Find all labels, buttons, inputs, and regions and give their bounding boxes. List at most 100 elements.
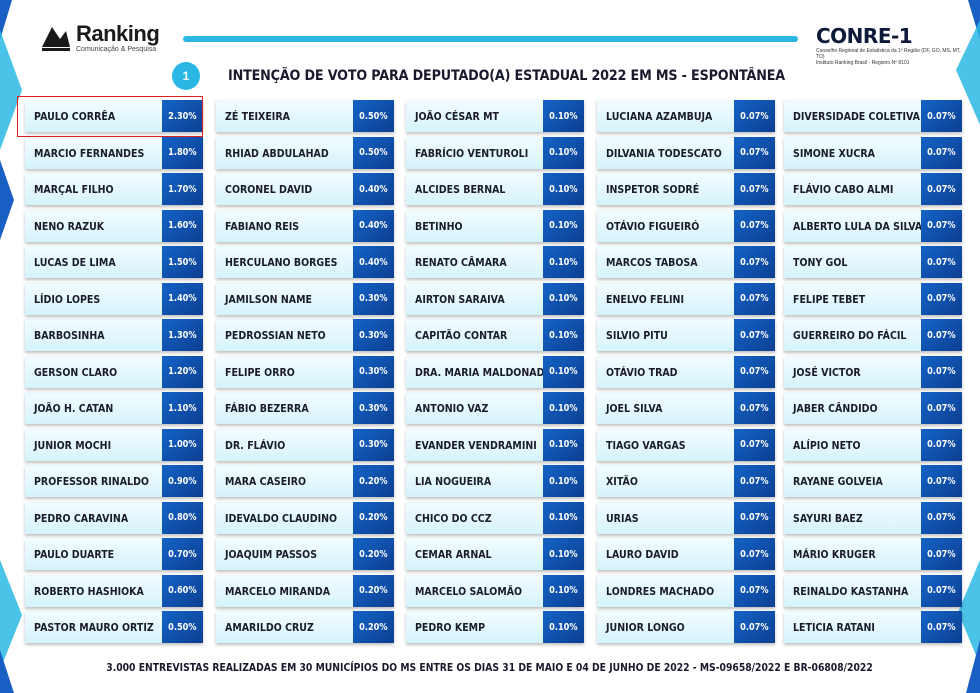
candidate-percent-cell: 0.70% bbox=[162, 538, 203, 570]
candidate-percent-cell: 0.10% bbox=[543, 173, 584, 205]
candidate-percent-cell: 0.07% bbox=[921, 465, 962, 497]
candidate-row: LONDRES MACHADO 0.07% bbox=[597, 574, 775, 607]
candidate-percent: 0.10% bbox=[549, 512, 578, 523]
candidate-percent: 0.07% bbox=[927, 475, 956, 487]
candidate-name: PROFESSOR RINALDO bbox=[34, 475, 149, 488]
candidate-percent: 1.10% bbox=[168, 402, 197, 414]
candidate-percent-cell: 1.00% bbox=[162, 428, 203, 461]
candidate-percent-cell: 0.50% bbox=[353, 136, 394, 169]
candidate-percent-cell: 1.10% bbox=[162, 392, 203, 424]
conre-subtitle-1: Conselho Regional de Estatística da 1ª R… bbox=[816, 48, 961, 60]
candidate-name-cell: PEDROSSIAN NETO bbox=[216, 319, 353, 351]
candidate-name: FELIPE TEBET bbox=[793, 292, 866, 306]
candidate-percent-cell: 0.07% bbox=[921, 574, 962, 607]
candidate-name-cell: DILVANIA TODESCATO bbox=[597, 136, 734, 169]
candidate-row: GUERREIRO DO FÁCIL 0.07% bbox=[784, 319, 962, 351]
candidate-column-2: ZÉ TEIXEIRA 0.50% RHIAD ABDULAHAD 0.50% CORO… bbox=[216, 100, 394, 648]
brand-name: Ranking bbox=[76, 21, 160, 46]
candidate-name: GUERREIRO DO FÁCIL bbox=[793, 329, 907, 342]
candidate-name: BETINHO bbox=[415, 219, 463, 233]
candidate-row: BARBOSINHA 1.30% bbox=[25, 319, 203, 351]
candidate-percent: 0.07% bbox=[927, 439, 956, 450]
candidate-name: PAULO DUARTE bbox=[34, 548, 115, 561]
candidate-name: CAPITÃO CONTAR bbox=[415, 329, 508, 342]
conre-logo-name: CONRE-1 bbox=[816, 24, 913, 48]
candidate-name-cell: GUERREIRO DO FÁCIL bbox=[784, 319, 921, 351]
ranking-logo: Ranking Comunicação & Pesquisa bbox=[40, 18, 160, 58]
candidate-row: JAMILSON NAME 0.30% bbox=[216, 282, 394, 315]
candidate-row: FÁBIO BEZERRA 0.30% bbox=[216, 392, 394, 424]
candidate-percent: 2.30% bbox=[168, 110, 197, 122]
candidate-percent-cell: 0.30% bbox=[353, 355, 394, 388]
candidate-name: MARCELO SALOMÃO bbox=[415, 584, 523, 598]
candidate-row: JOÃO H. CATAN 1.10% bbox=[25, 392, 203, 424]
candidate-percent: 0.07% bbox=[927, 548, 956, 560]
candidate-percent-cell: 0.07% bbox=[921, 501, 962, 534]
candidate-name-cell: JOÃO CÉSAR MT bbox=[406, 100, 543, 132]
candidate-name-cell: ALBERTO LULA DA SILVA bbox=[784, 209, 921, 242]
candidate-row: EVANDER VENDRAMINI 0.10% bbox=[406, 428, 584, 461]
candidate-name: AIRTON SARAIVA bbox=[415, 292, 505, 306]
candidate-name: BARBOSINHA bbox=[34, 329, 105, 342]
candidate-percent: 0.10% bbox=[549, 548, 578, 560]
candidate-percent-cell: 0.20% bbox=[353, 501, 394, 534]
candidate-row: PAULO DUARTE 0.70% bbox=[25, 538, 203, 570]
candidate-percent-cell: 0.10% bbox=[543, 209, 584, 242]
candidate-percent: 0.07% bbox=[740, 585, 769, 596]
candidate-name-cell: MARCOS TABOSA bbox=[597, 246, 734, 278]
candidate-row: LAURO DAVID 0.07% bbox=[597, 538, 775, 570]
candidate-percent: 0.07% bbox=[927, 512, 956, 523]
candidate-name-cell: CHICO DO CCZ bbox=[406, 501, 543, 534]
candidate-percent-cell: 0.20% bbox=[353, 611, 394, 643]
candidate-percent: 0.50% bbox=[359, 110, 388, 122]
candidate-percent: 1.50% bbox=[168, 256, 197, 268]
candidate-row: JOÃO CÉSAR MT 0.10% bbox=[406, 100, 584, 132]
candidate-name-cell: JAMILSON NAME bbox=[216, 282, 353, 315]
candidate-percent-cell: 1.70% bbox=[162, 173, 203, 205]
candidate-percent-cell: 0.07% bbox=[921, 209, 962, 242]
candidate-column-1: PAULO CORRÊA 2.30% MARCIO FERNANDES 1.80% MA… bbox=[25, 100, 203, 648]
candidate-percent: 0.90% bbox=[168, 475, 197, 487]
candidate-name: DIVERSIDADE COLETIVA bbox=[793, 110, 921, 123]
candidate-row: PAULO CORRÊA 2.30% bbox=[25, 100, 203, 132]
candidate-name: MARA CASEIRO bbox=[225, 475, 307, 488]
candidate-row: JUNIOR LONGO 0.07% bbox=[597, 611, 775, 643]
candidate-percent-cell: 0.07% bbox=[734, 611, 775, 643]
candidate-name-cell: ENELVO FELINI bbox=[597, 282, 734, 315]
candidate-percent-cell: 1.80% bbox=[162, 136, 203, 169]
candidate-name: OTÁVIO FIGUEIRÓ bbox=[606, 219, 700, 233]
candidate-percent: 0.20% bbox=[359, 621, 388, 633]
candidate-percent: 0.07% bbox=[740, 475, 769, 487]
candidate-percent: 0.07% bbox=[927, 402, 956, 414]
candidate-name-cell: JUNIOR LONGO bbox=[597, 611, 734, 643]
candidate-percent: 0.60% bbox=[168, 585, 197, 596]
candidate-row: MARCIO FERNANDES 1.80% bbox=[25, 136, 203, 169]
candidate-row: SILVIO PITU 0.07% bbox=[597, 319, 775, 351]
candidate-percent: 0.80% bbox=[168, 512, 197, 523]
candidate-name: JABER CÂNDIDO bbox=[793, 402, 878, 415]
candidate-percent-cell: 0.40% bbox=[353, 246, 394, 278]
candidate-name: JOÃO H. CATAN bbox=[34, 402, 114, 415]
candidate-row: GERSON CLARO 1.20% bbox=[25, 355, 203, 388]
candidate-percent: 0.20% bbox=[359, 585, 388, 596]
candidate-percent-cell: 0.07% bbox=[921, 282, 962, 315]
candidate-name-cell: INSPETOR SODRÉ bbox=[597, 173, 734, 205]
candidate-percent-cell: 1.20% bbox=[162, 355, 203, 388]
candidate-name-cell: PEDRO KEMP bbox=[406, 611, 543, 643]
candidate-name-cell: LONDRES MACHADO bbox=[597, 574, 734, 607]
candidate-percent-cell: 0.07% bbox=[921, 100, 962, 132]
candidate-percent: 0.30% bbox=[359, 329, 388, 341]
candidate-percent: 0.07% bbox=[740, 220, 769, 231]
candidate-percent: 0.07% bbox=[740, 329, 769, 341]
candidate-percent-cell: 0.07% bbox=[921, 392, 962, 424]
candidate-percent-cell: 0.10% bbox=[543, 355, 584, 388]
candidate-name: REINALDO KASTANHA bbox=[793, 584, 909, 598]
candidate-percent-cell: 0.10% bbox=[543, 501, 584, 534]
candidate-percent: 0.10% bbox=[549, 256, 578, 268]
candidate-percent: 0.07% bbox=[740, 439, 769, 450]
candidate-name: LUCAS DE LIMA bbox=[34, 256, 116, 269]
candidate-percent-cell: 0.07% bbox=[734, 282, 775, 315]
candidate-percent-cell: 0.07% bbox=[734, 428, 775, 461]
candidate-percent: 0.07% bbox=[740, 293, 769, 304]
candidate-row: JOAQUIM PASSOS 0.20% bbox=[216, 538, 394, 570]
